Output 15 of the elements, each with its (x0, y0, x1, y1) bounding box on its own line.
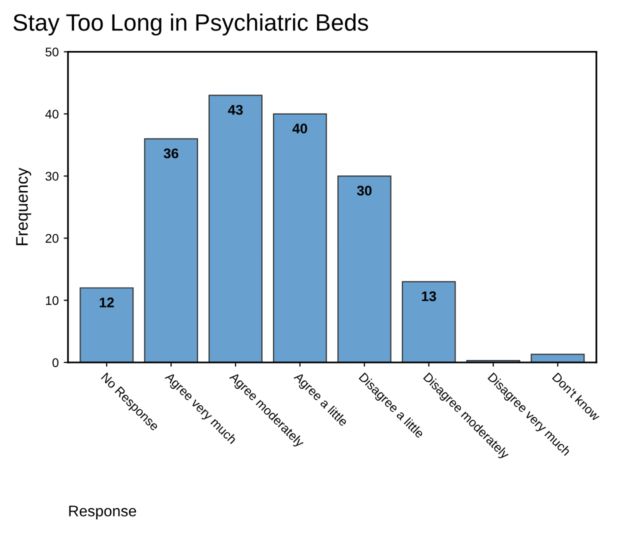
data-label: 30 (356, 186, 372, 196)
y-tick-label: 20 (46, 234, 58, 243)
y-tick-label: 30 (46, 172, 58, 181)
y-tick-label: 0 (52, 358, 58, 368)
x-axis-title: Response (69, 506, 136, 520)
data-label: 43 (228, 104, 243, 115)
data-label: 13 (422, 291, 436, 302)
y-tick-label: 40 (45, 110, 58, 119)
data-label: 12 (100, 298, 114, 308)
y-axis-title: Frequency (16, 168, 32, 246)
chart-title: Stay Too Long in Psychiatric Beds (13, 14, 368, 36)
data-label: 36 (164, 148, 178, 158)
y-tick-label: 10 (46, 296, 58, 305)
data-label: 40 (292, 124, 308, 134)
y-tick-label: 50 (46, 48, 58, 56)
